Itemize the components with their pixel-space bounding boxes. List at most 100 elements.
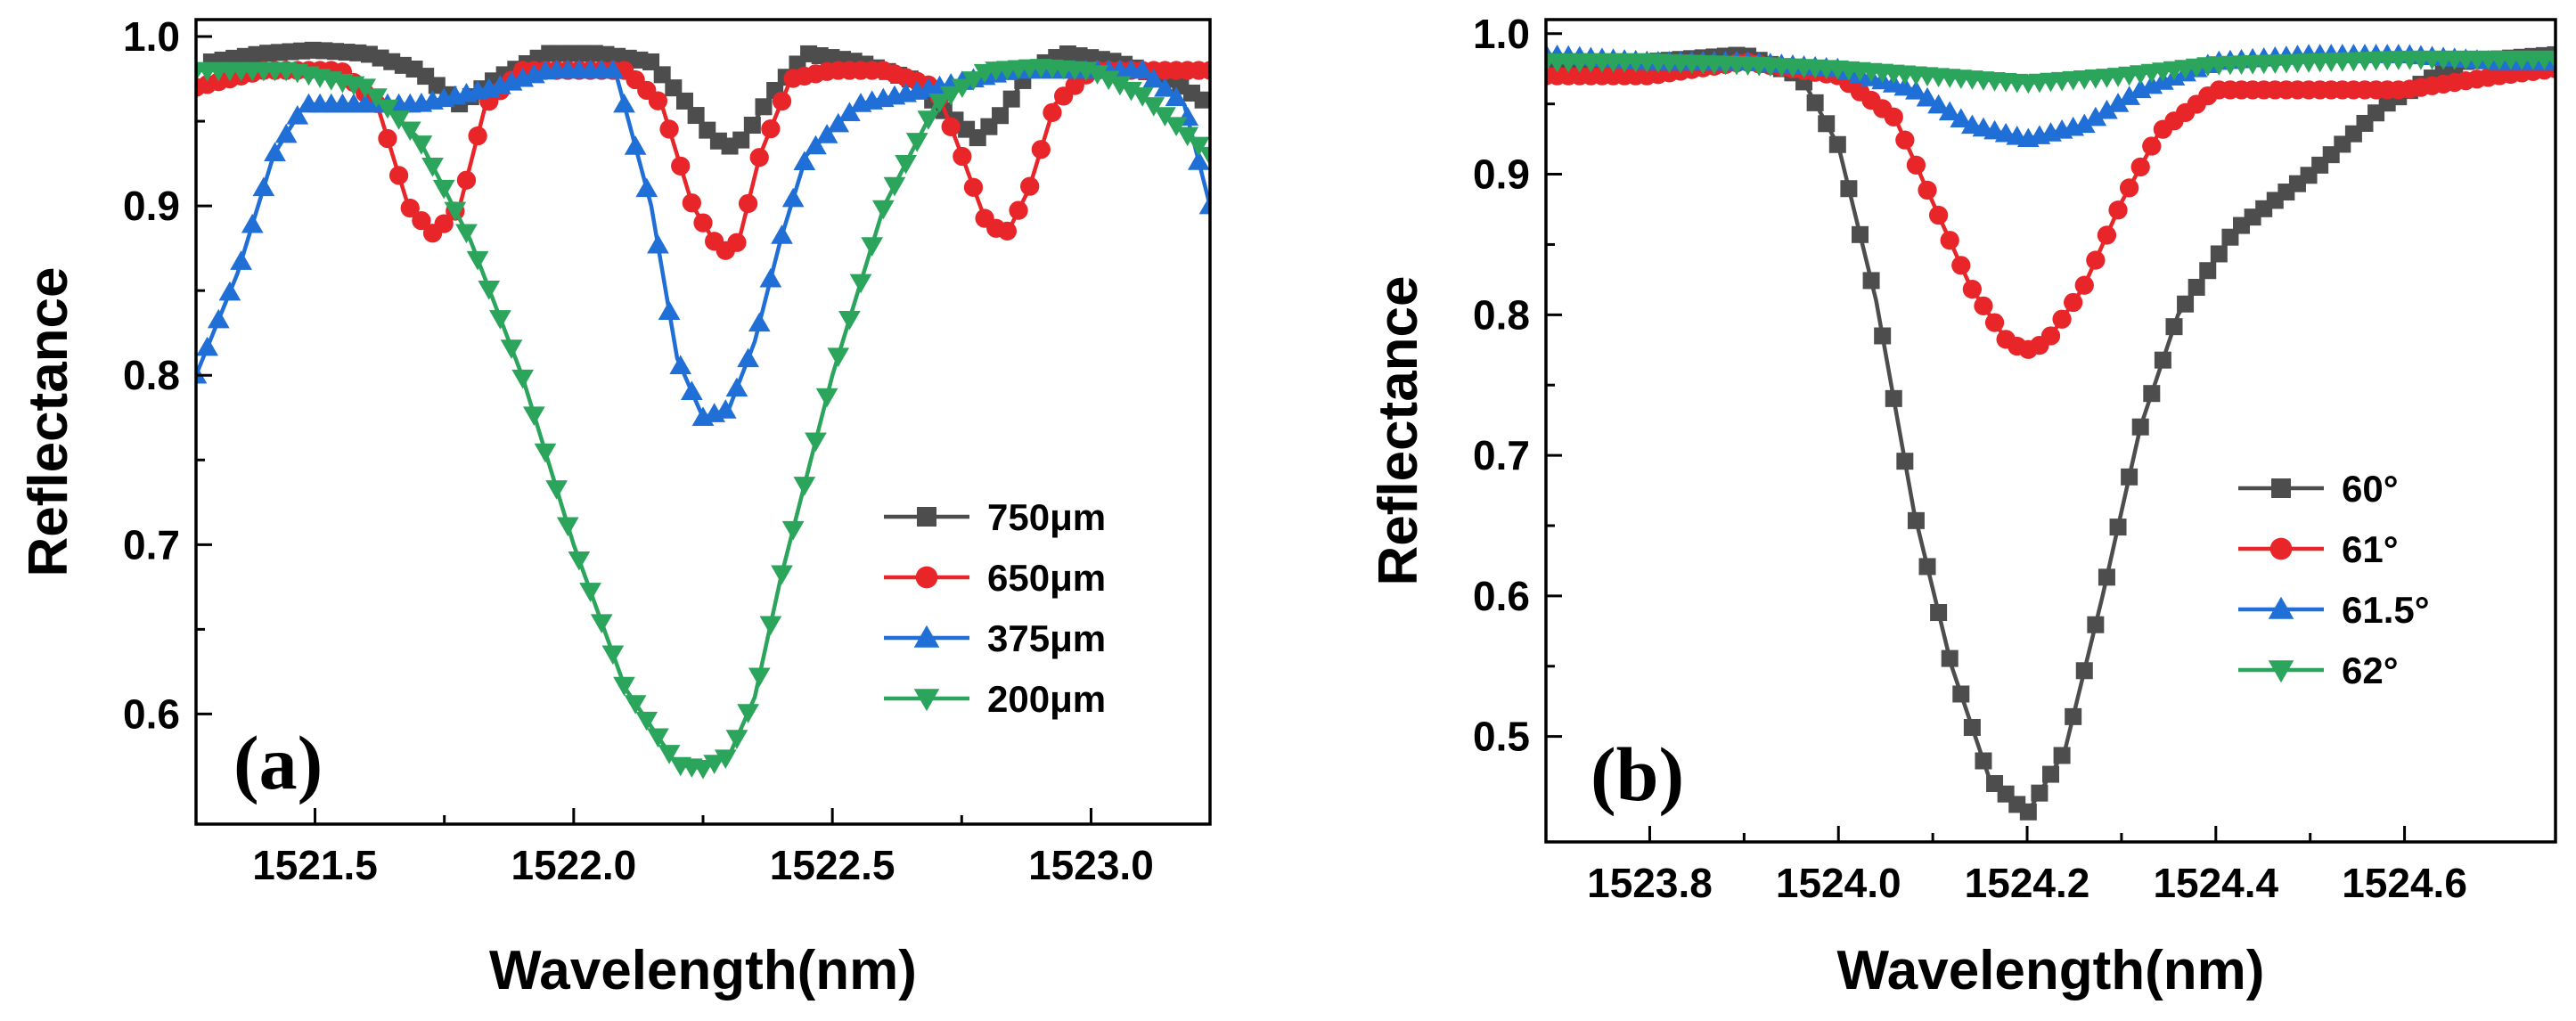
panel-a-series-0-marker [732, 131, 750, 149]
panel-b-series-2-marker [1916, 86, 1939, 107]
panel-a-series-2-marker [669, 355, 692, 375]
panel-b-series-1-marker [2142, 136, 2162, 156]
panel-a-series-1-marker [388, 166, 409, 185]
panel-a-series-2-marker [838, 102, 861, 121]
panel-b-series-2-marker [2084, 106, 2107, 127]
panel-b-series-0-marker [1828, 135, 1846, 153]
panel-b-series-3 [1546, 50, 2556, 94]
panel-a-series-3-marker [725, 730, 748, 749]
panel-a-series-3-marker [1154, 107, 1176, 127]
panel-b-series-0-marker [1885, 389, 1902, 407]
panel-a-series-3-marker [1097, 70, 1120, 91]
panel-a-legend-marker [917, 507, 936, 527]
panel-a-series-3-marker [838, 311, 861, 331]
panel-a-series-2-marker [748, 312, 771, 332]
panel-a-series-3-marker [827, 347, 850, 368]
panel-a-series-2-marker [1131, 59, 1154, 79]
panel-a-series-3-marker [861, 237, 884, 257]
panel-b-series-2-marker [2118, 86, 2140, 105]
panel-a-series-3-marker [714, 749, 737, 770]
panel-a-series-3-marker [939, 86, 962, 106]
panel-a-series-2-marker [241, 213, 264, 233]
panel-b-series-0-marker [1874, 327, 1892, 345]
panel-a-series-0-marker [675, 92, 693, 110]
panel-b-series-0-marker [1975, 752, 1992, 770]
panel-b-x-tick-label: 1524.6 [2342, 860, 2467, 906]
panel-a-series-2-marker [815, 124, 838, 143]
panel-a-series-3-marker [691, 760, 715, 780]
panel-a-series-3-marker [658, 745, 681, 764]
panel-b-series-0-marker [1907, 511, 1925, 529]
panel-a-y-tick-label: 0.9 [123, 183, 180, 229]
panel-a-series-1-marker [963, 177, 984, 197]
panel-a-series-2-marker [230, 250, 252, 270]
panel-a-series-1-marker [693, 213, 713, 233]
panel-a-series-3-marker [478, 280, 501, 300]
panel-b-x-tick-label: 1524.2 [1965, 860, 2090, 906]
panel-a-series-1-marker [749, 148, 769, 167]
panel-b-y-tick-label: 0.8 [1473, 291, 1530, 338]
panel-b-series-1-marker [1951, 256, 1971, 275]
panel-a: 1521.5 1522.0 1522.5 1523.0 0.6 0.7 0.8 0.9 1.0 W… [18, 13, 1212, 1001]
panel-b-series-1-marker [1974, 296, 1993, 315]
panel-b-plot-frame [1544, 18, 2557, 844]
panel-b-series-2-marker [2073, 113, 2096, 134]
panel-a-series-1-marker [1009, 200, 1028, 220]
panel-a-series-3-marker [624, 695, 647, 715]
panel-a-series-0-marker [1002, 90, 1020, 108]
panel-b-series-1-marker [1884, 107, 1903, 127]
panel-b-series-1-marker [1906, 155, 1926, 175]
panel-a-series-1-marker [941, 117, 961, 136]
panel-a-series-1-marker [997, 221, 1018, 241]
panel-a-legend-marker [913, 625, 940, 648]
panel-b-legend-item: 60° [2238, 468, 2399, 510]
panel-a-series-0-marker [1194, 91, 1210, 109]
panel-b-series-0-marker [1918, 558, 1936, 576]
panel-a-series-3-marker [568, 551, 591, 571]
panel-a-series-3-marker [1086, 65, 1108, 85]
panel-a-series-2-marker [805, 135, 827, 155]
panel-a-series-1-marker [682, 193, 701, 213]
panel-a-series-1-marker [953, 146, 972, 167]
panel-a-series-3-marker [883, 176, 906, 197]
panel-b-series-1-marker [2064, 292, 2083, 313]
panel-a-series-3-marker [849, 274, 872, 294]
panel-a-series-2-marker [827, 112, 850, 133]
panel-a-series-1-marker [772, 91, 792, 111]
panel-a-series-1-marker [727, 233, 747, 252]
panel-a-series-2-marker [725, 377, 748, 397]
panel-b-x-tick-label: 1524.4 [2153, 860, 2278, 906]
panel-a-series-2-marker [1188, 151, 1210, 170]
panel-b-legend-label: 61.5° [2342, 589, 2430, 631]
panel-a-series-2-marker [1198, 194, 1210, 215]
panel-a-series-3-marker [1131, 87, 1154, 107]
panel-b-series-0-marker [1862, 272, 1880, 290]
panel-b-series-0-marker [2210, 245, 2228, 263]
panel-a-series-3-marker [635, 711, 658, 731]
panel-a-series-0-marker [642, 53, 660, 70]
panel-a-label: (a) [233, 720, 323, 805]
panel-a-y-tick-label: 0.8 [123, 352, 180, 398]
panel-a-series-2-marker [264, 142, 286, 162]
panel-a-series-1-marker [456, 170, 477, 190]
panel-b-y-tick-label: 1.0 [1473, 11, 1530, 57]
panel-a-series-2-marker [635, 177, 658, 198]
panel-a-series-3-marker [500, 339, 523, 359]
panel-a-series-3-marker [376, 99, 399, 119]
panel-b-legend-item: 62° [2238, 649, 2399, 691]
panel-a-x-axis-title: Wavelength(nm) [489, 940, 917, 1001]
panel-a-y-tick-label: 0.7 [123, 521, 180, 568]
panel-a-y-axis-title: Reflectance [18, 266, 79, 576]
panel-b-y-tick-label: 0.7 [1473, 432, 1530, 478]
panel-b-series-0 [1546, 45, 2556, 821]
panel-b-series-0-marker [1963, 718, 1981, 736]
panel-b-series-0-marker [2065, 707, 2082, 725]
panel-a-series-3-marker [748, 667, 771, 688]
panel-a-series-2-marker [252, 176, 275, 197]
panel-b-series-0-marker [2109, 519, 2127, 536]
panel-a-series-1-marker [671, 156, 691, 176]
panel-a-series-3-marker [455, 224, 478, 244]
panel-b-series-3-marker [2544, 50, 2556, 70]
panel-b-y-tick-label: 0.9 [1473, 151, 1530, 198]
panel-a-series-3-marker [917, 110, 940, 130]
